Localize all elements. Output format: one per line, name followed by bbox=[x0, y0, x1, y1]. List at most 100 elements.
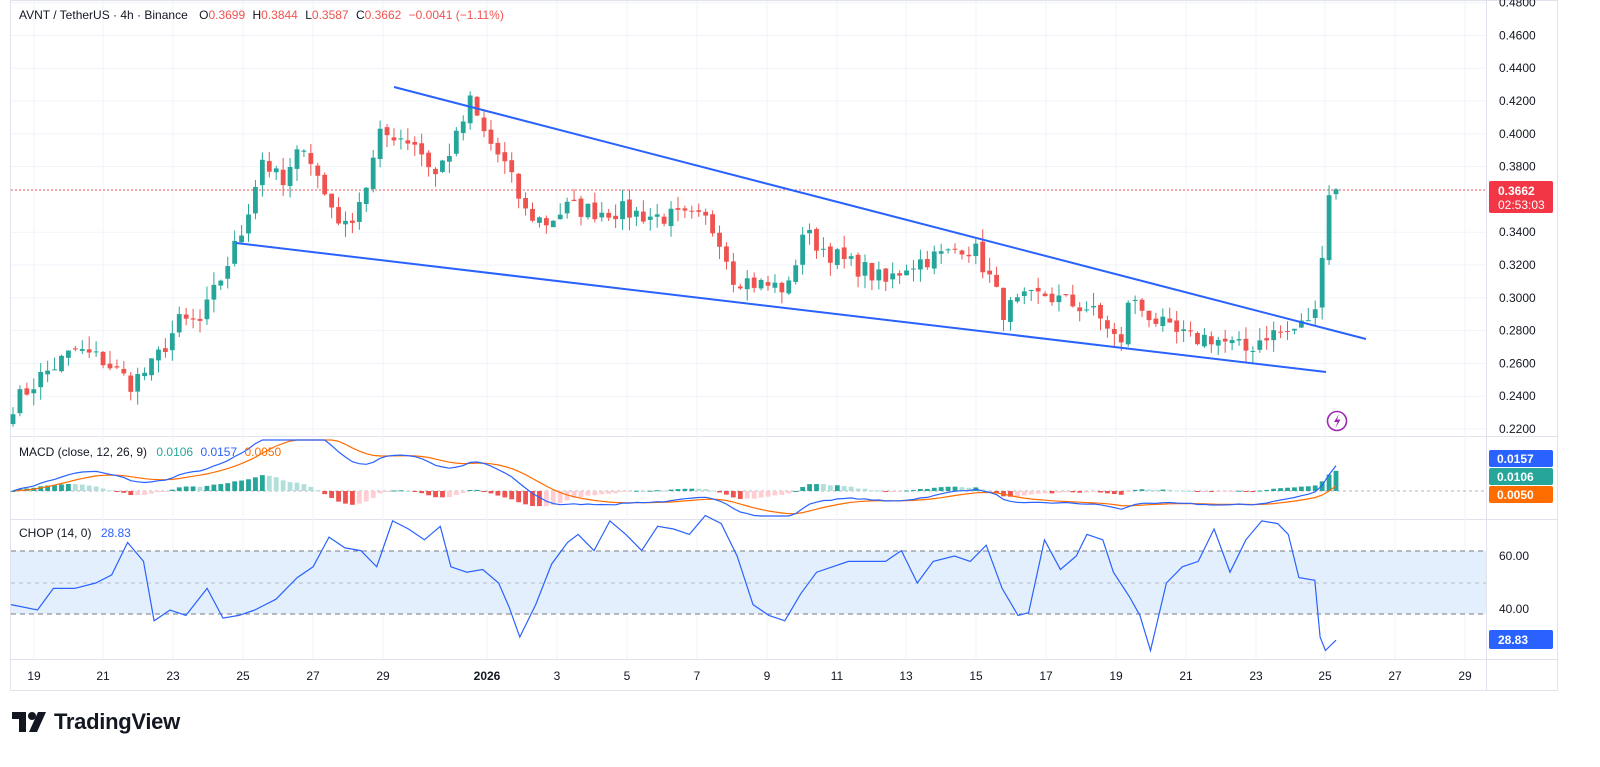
candle bbox=[1174, 311, 1180, 344]
macd-hist-bar bbox=[1305, 486, 1311, 491]
candle bbox=[86, 336, 92, 359]
candle bbox=[1222, 329, 1228, 353]
candle bbox=[384, 124, 390, 148]
macd-hist-bar bbox=[169, 489, 175, 491]
macd-hist-bar bbox=[1153, 489, 1159, 491]
macd-hist-bar bbox=[350, 491, 355, 505]
candle bbox=[156, 346, 161, 373]
symbol-legend[interactable]: AVNT / TetherUS · 4h · Binance O0.3699 H… bbox=[19, 8, 504, 22]
macd-hist-bar bbox=[356, 491, 362, 504]
candle bbox=[370, 149, 376, 193]
macd-hist-bar bbox=[1243, 491, 1249, 492]
candle bbox=[315, 162, 321, 189]
macd-hist-bar bbox=[52, 485, 57, 491]
macd-hist-bar bbox=[523, 491, 528, 505]
macd-hist-bar bbox=[488, 491, 494, 494]
candle bbox=[1243, 327, 1249, 362]
macd-hist-bar bbox=[550, 491, 556, 506]
candle bbox=[336, 197, 341, 226]
macd-hist-bar bbox=[467, 489, 473, 491]
candle bbox=[114, 359, 120, 370]
candle bbox=[322, 172, 328, 196]
candle bbox=[855, 252, 861, 288]
candle bbox=[1028, 289, 1034, 301]
candle bbox=[890, 262, 896, 289]
macd-hist-bar bbox=[1167, 489, 1173, 491]
candle bbox=[800, 227, 806, 275]
time-tick-label: 21 bbox=[96, 669, 110, 683]
price-tick-label: 0.2600 bbox=[1499, 356, 1536, 370]
macd-hist-bar bbox=[1028, 491, 1034, 495]
time-tick-label: 25 bbox=[236, 669, 250, 683]
close-label: C bbox=[356, 8, 365, 22]
tradingview-logo[interactable]: TradingView bbox=[12, 709, 180, 735]
trendline-upper[interactable] bbox=[393, 86, 1367, 340]
chop-axis-60: 60.00 bbox=[1499, 549, 1529, 563]
macd-hist-bar bbox=[197, 486, 203, 491]
lightning-icon[interactable] bbox=[1326, 410, 1348, 432]
macd-hist-bar bbox=[495, 491, 501, 496]
chop-legend[interactable]: CHOP (14, 0) 28.83 bbox=[19, 526, 131, 540]
macd-hist-bar bbox=[855, 488, 861, 491]
macd-hist-bar bbox=[239, 480, 244, 491]
candle bbox=[1167, 307, 1173, 323]
price-axis: 0.4800 0.4600 0.4400 0.4200 0.4000 0.3800 0.34… bbox=[1499, 0, 1536, 436]
candle bbox=[876, 261, 882, 290]
candle bbox=[246, 203, 251, 242]
trendline-lower[interactable] bbox=[235, 242, 1327, 373]
price-tick-label: 0.4800 bbox=[1499, 0, 1536, 10]
macd-hist-bar bbox=[149, 491, 154, 494]
macd-hist-bar bbox=[1105, 491, 1110, 494]
macd-hist-bar bbox=[800, 486, 806, 491]
macd-hist-bar bbox=[696, 488, 702, 491]
macd-hist-bar bbox=[343, 491, 348, 504]
candle bbox=[1208, 331, 1214, 353]
last-price-badge: 0.3662 02:53:03 bbox=[1489, 181, 1553, 213]
candle bbox=[751, 272, 757, 293]
macd-hist-bar bbox=[1077, 491, 1083, 493]
macd-hist-bar bbox=[807, 484, 812, 491]
macd-hist-bar bbox=[1146, 489, 1152, 491]
macd-hist-bar bbox=[1084, 491, 1090, 493]
macd-hist-bar bbox=[654, 490, 660, 492]
macd-hist-bar bbox=[66, 483, 71, 491]
candle bbox=[162, 338, 168, 358]
macd-hist-bar bbox=[1215, 491, 1221, 492]
candle bbox=[1098, 302, 1103, 331]
candle bbox=[917, 249, 923, 282]
candle bbox=[966, 246, 972, 263]
candle bbox=[398, 129, 404, 150]
macd-hist-bar bbox=[474, 489, 480, 491]
macd-hist-bar bbox=[834, 485, 840, 491]
candle bbox=[848, 253, 854, 266]
macd-hist-bar bbox=[446, 491, 452, 498]
macd-hist-bar bbox=[1056, 491, 1062, 493]
price-tick-label: 0.2200 bbox=[1499, 422, 1536, 436]
candle bbox=[1035, 277, 1041, 305]
macd-hist-bar bbox=[627, 491, 632, 492]
candle bbox=[405, 128, 411, 151]
macd-hist-bar bbox=[578, 491, 584, 498]
macd-hist-bar bbox=[426, 491, 432, 496]
candle bbox=[613, 204, 619, 229]
candle bbox=[647, 208, 653, 231]
macd-legend[interactable]: MACD (close, 12, 26, 9) 0.0106 0.0157 0.… bbox=[19, 445, 282, 459]
time-tick-label: 3 bbox=[554, 669, 561, 683]
candle bbox=[197, 309, 203, 333]
candle bbox=[1160, 308, 1166, 332]
candle bbox=[363, 187, 369, 213]
macd-hist-bar bbox=[10, 491, 16, 492]
candle bbox=[1326, 185, 1332, 265]
candle bbox=[440, 159, 445, 173]
macd-hist-bar bbox=[564, 491, 570, 501]
macd-hist-bar bbox=[1271, 488, 1277, 491]
macd-hist-bar bbox=[294, 482, 300, 491]
macd-hist-bar bbox=[876, 490, 882, 492]
macd-hist-bar bbox=[225, 483, 231, 491]
open-value: 0.3699 bbox=[208, 8, 245, 22]
candle bbox=[883, 267, 889, 292]
macd-hist-bar bbox=[1139, 489, 1145, 491]
candle bbox=[495, 137, 501, 163]
macd-hist-bar bbox=[980, 489, 986, 491]
macd-hist-bar bbox=[1278, 488, 1283, 491]
